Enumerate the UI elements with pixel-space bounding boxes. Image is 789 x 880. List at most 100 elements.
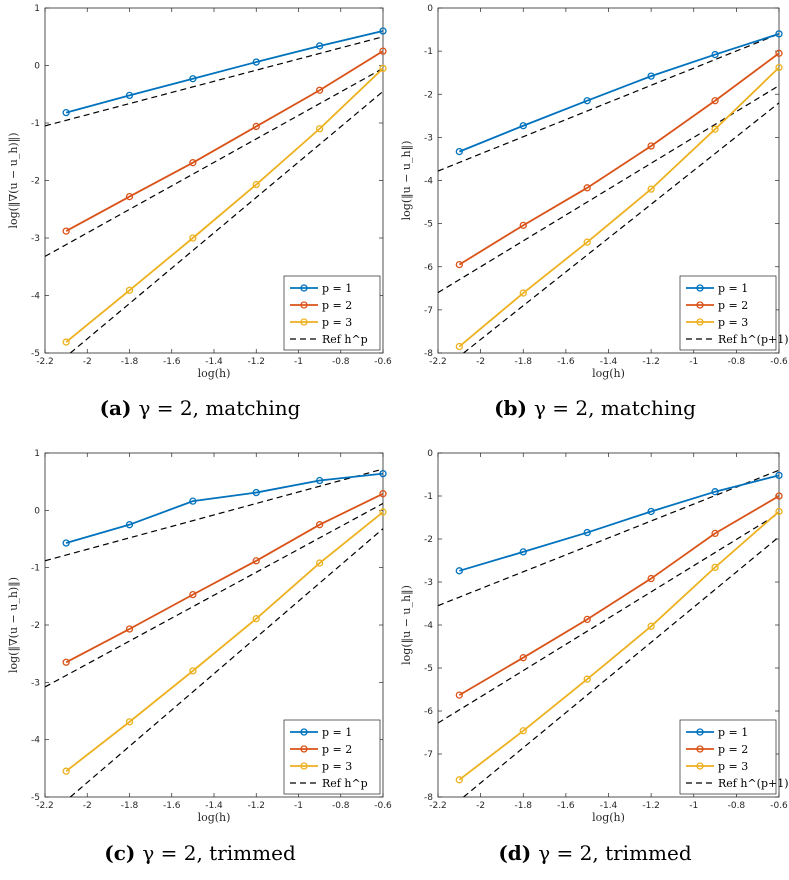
data-point bbox=[252, 488, 260, 497]
y-tick-label: -8 bbox=[424, 793, 433, 803]
legend-marker bbox=[696, 284, 704, 292]
legend-label: p = 3 bbox=[322, 760, 352, 773]
data-point bbox=[455, 260, 463, 269]
series-line bbox=[458, 52, 780, 266]
series-line bbox=[458, 510, 780, 781]
y-tick-label: -8 bbox=[424, 349, 433, 359]
data-point bbox=[189, 234, 197, 242]
x-tick-label: -2.2 bbox=[36, 357, 54, 367]
data-point bbox=[711, 488, 719, 496]
legend-marker bbox=[696, 728, 704, 736]
legend-label: p = 2 bbox=[322, 743, 352, 756]
x-tick-label: -1.6 bbox=[557, 357, 575, 367]
legend-label: p = 3 bbox=[718, 760, 748, 773]
x-tick-label: -2 bbox=[83, 801, 92, 811]
reference-line bbox=[463, 102, 779, 353]
x-tick-label: -0.8 bbox=[332, 801, 350, 811]
y-tick-label: -5 bbox=[31, 349, 40, 359]
series-line bbox=[458, 66, 780, 348]
data-point bbox=[775, 30, 783, 38]
y-tick-label: -1 bbox=[424, 492, 433, 502]
data-point bbox=[519, 654, 527, 662]
data-point bbox=[379, 47, 387, 55]
x-tick-label: -1.4 bbox=[205, 801, 223, 811]
data-point bbox=[519, 221, 527, 230]
data-point bbox=[455, 567, 463, 575]
y-tick-label: -3 bbox=[424, 578, 433, 588]
data-point bbox=[647, 142, 655, 150]
series-line bbox=[459, 474, 780, 572]
data-point bbox=[583, 528, 591, 537]
y-axis-label: log(‖u − u_h‖) bbox=[400, 585, 414, 665]
data-point bbox=[775, 63, 783, 72]
caption-text: γ = 2, matching bbox=[138, 396, 300, 420]
legend-label: Ref h^(p+1) bbox=[718, 777, 789, 790]
y-tick-label: -7 bbox=[424, 750, 433, 760]
legend-label: p = 1 bbox=[322, 282, 352, 295]
data-point bbox=[252, 122, 260, 131]
caption-letter: (a) bbox=[100, 396, 139, 420]
x-tick-label: -1 bbox=[689, 357, 698, 367]
subfigure-caption: (a) γ = 2, matching bbox=[100, 396, 301, 420]
subfigure-caption: (d) γ = 2, trimmed bbox=[498, 841, 692, 865]
series-line bbox=[65, 67, 384, 343]
chart-panel: -2.2 -2 -1.8 -1.6 -1.4 -1.2 -1 -0.8 -0.6 -5 -4 -3 -2… bbox=[7, 449, 392, 865]
data-point bbox=[62, 227, 70, 235]
y-tick-label: 0 bbox=[427, 449, 433, 459]
x-tick-label: -1.6 bbox=[163, 357, 181, 367]
x-tick-label: -1 bbox=[689, 801, 698, 811]
data-point bbox=[62, 338, 70, 346]
data-point bbox=[62, 109, 70, 117]
x-tick-label: -0.8 bbox=[728, 357, 746, 367]
data-point bbox=[125, 91, 134, 100]
x-tick-label: -2 bbox=[476, 357, 485, 367]
reference-line bbox=[69, 528, 383, 797]
legend-label: Ref h^p bbox=[322, 333, 368, 346]
reference-line bbox=[438, 469, 779, 607]
x-tick-label: -1.4 bbox=[205, 357, 223, 367]
y-tick-label: 0 bbox=[427, 4, 433, 14]
y-axis-label: log(‖u − u_h‖) bbox=[400, 141, 414, 221]
series-line bbox=[65, 30, 384, 114]
data-point bbox=[647, 185, 655, 193]
data-point bbox=[711, 529, 719, 538]
data-point bbox=[647, 507, 655, 516]
y-tick-label: -5 bbox=[424, 220, 433, 230]
y-tick-label: 0 bbox=[34, 506, 40, 516]
x-axis-label: log(h) bbox=[198, 811, 231, 824]
x-tick-label: -1.2 bbox=[642, 357, 660, 367]
data-point bbox=[647, 72, 655, 80]
legend-marker bbox=[300, 745, 308, 753]
chart-panel: -2.2 -2 -1.8 -1.6 -1.4 -1.2 -1 -0.8 -0.6 -8 -7 -6 -5… bbox=[400, 4, 789, 420]
reference-line bbox=[438, 512, 779, 724]
y-tick-label: -1 bbox=[31, 564, 40, 574]
x-tick-label: -2.2 bbox=[36, 801, 54, 811]
data-point bbox=[583, 238, 591, 246]
legend bbox=[283, 719, 381, 795]
y-tick-label: -7 bbox=[424, 306, 433, 316]
data-point bbox=[62, 658, 70, 666]
legend-label: p = 3 bbox=[322, 316, 352, 329]
x-tick-label: -1.6 bbox=[163, 801, 181, 811]
data-point bbox=[62, 767, 70, 775]
x-tick-label: -0.6 bbox=[770, 357, 788, 367]
data-point bbox=[519, 122, 527, 130]
data-point bbox=[125, 286, 134, 294]
caption-letter: (b) bbox=[494, 396, 534, 420]
data-point bbox=[711, 50, 719, 59]
caption-text: γ = 2, trimmed bbox=[142, 841, 296, 865]
data-point bbox=[315, 521, 324, 529]
data-point bbox=[583, 675, 591, 683]
legend-label: p = 2 bbox=[322, 299, 352, 312]
x-tick-label: -2.2 bbox=[429, 801, 447, 811]
data-point bbox=[379, 508, 387, 516]
x-tick-label: -1.2 bbox=[642, 801, 660, 811]
x-tick-label: -1.2 bbox=[247, 357, 265, 367]
data-point bbox=[711, 97, 719, 105]
legend-marker bbox=[300, 284, 308, 292]
x-tick-label: -0.6 bbox=[374, 357, 392, 367]
data-point bbox=[62, 539, 70, 547]
x-tick-label: -1 bbox=[294, 801, 303, 811]
data-point bbox=[379, 490, 387, 498]
x-tick-label: -2 bbox=[83, 357, 92, 367]
